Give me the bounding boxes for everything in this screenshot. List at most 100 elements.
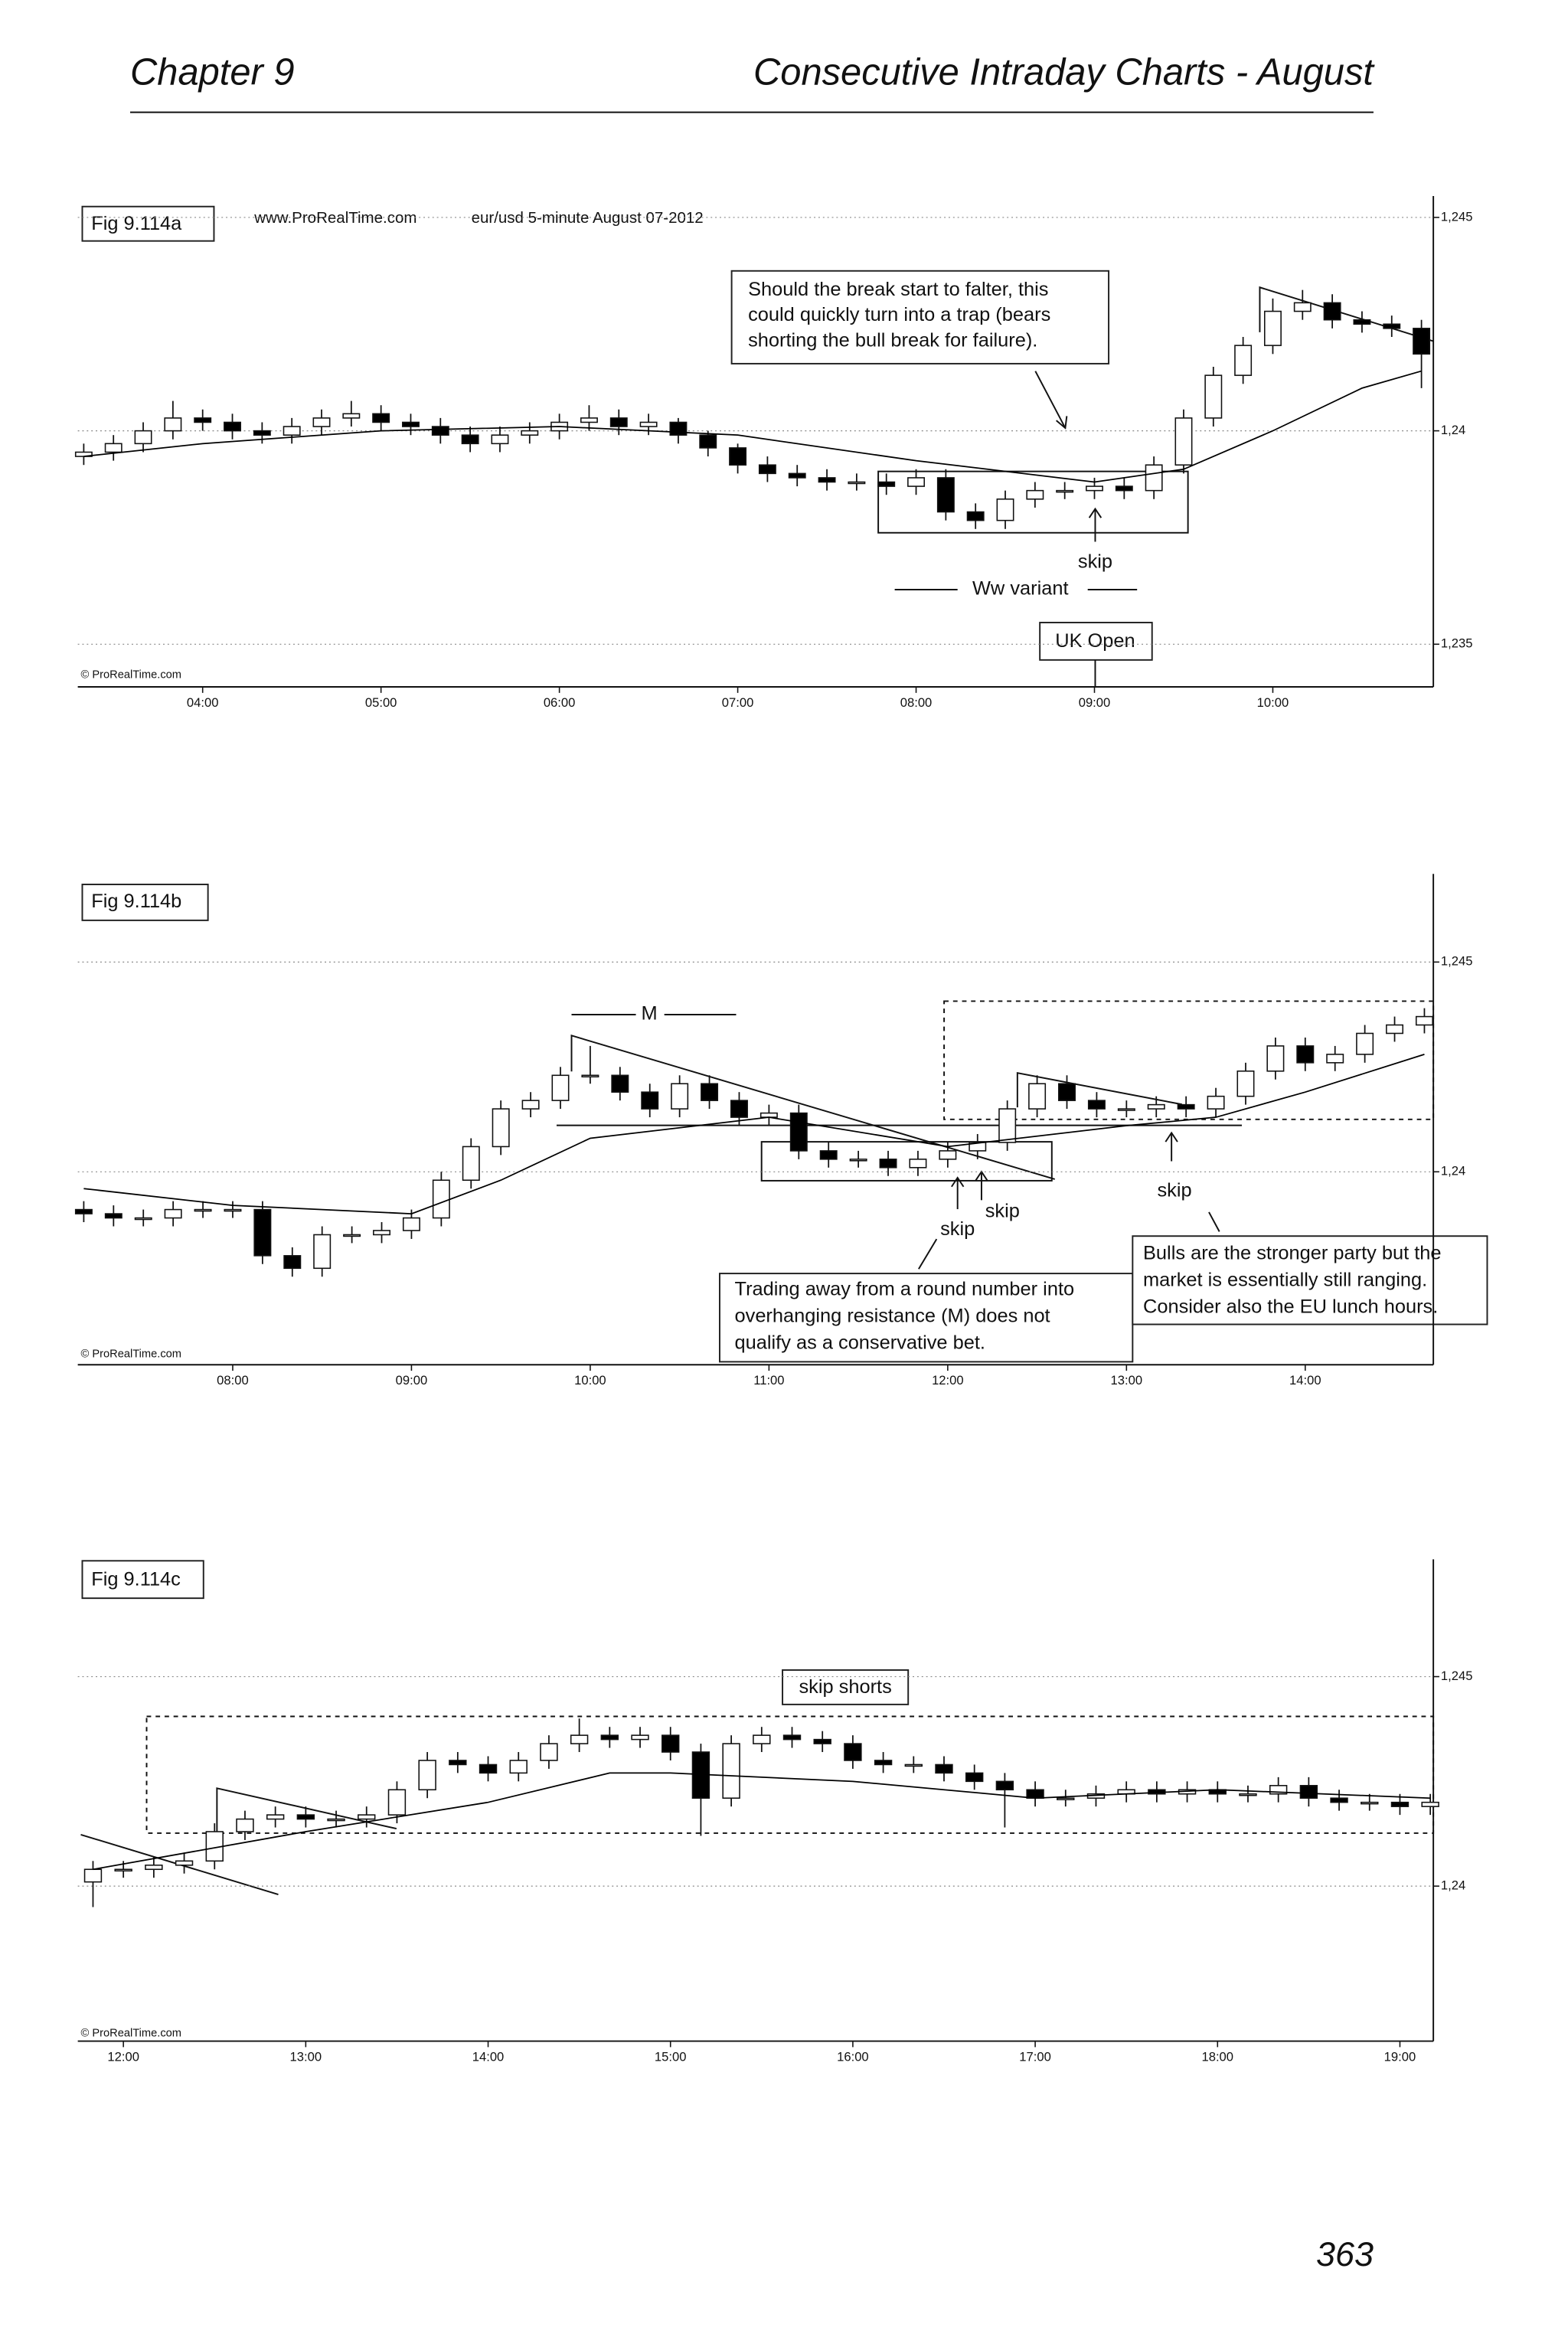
trend-line [1259, 286, 1434, 342]
candle-body [1413, 328, 1431, 355]
candle-body [491, 434, 509, 445]
y-tick-label: 1,245 [1441, 954, 1473, 969]
candle-body [671, 1083, 689, 1110]
session-box [1039, 622, 1153, 661]
candle-body [848, 481, 866, 485]
candle-body [813, 1738, 831, 1744]
chapter: Chapter 9 [130, 52, 295, 93]
candle-body [236, 1818, 254, 1832]
range-box [760, 1141, 1053, 1182]
candle-body [1386, 1024, 1404, 1035]
x-tick-label: 11:00 [753, 1373, 784, 1388]
candle-body [907, 477, 925, 487]
figure-label: Fig 9.114a [91, 213, 182, 234]
candle-body [432, 1179, 450, 1219]
page-number: 363 [1316, 2234, 1374, 2273]
candle-body [1263, 310, 1282, 346]
candle-body [342, 413, 361, 419]
x-tick-label: 17:00 [1019, 2049, 1051, 2064]
candle-body [1330, 1797, 1348, 1803]
candle-body [253, 430, 271, 436]
candle-body [600, 1734, 619, 1741]
candle-body [877, 481, 896, 487]
candle-body [1296, 1045, 1315, 1064]
candle-body [722, 1743, 740, 1799]
candle-body [1028, 1083, 1047, 1110]
candle-body [631, 1734, 649, 1741]
note-line: Should the break start to falter, this [748, 279, 1048, 300]
candle-body [114, 1868, 132, 1871]
candle-body [570, 1734, 589, 1744]
instrument: eur/usd 5-minute August 07-2012 [472, 209, 704, 227]
candle-body [1086, 485, 1103, 492]
candle-body [758, 464, 776, 475]
candle-body [1234, 345, 1253, 376]
candle-body [1239, 1793, 1257, 1796]
candle-body [492, 1108, 510, 1148]
candle-body [145, 1864, 163, 1871]
copyright: © ProRealTime.com [81, 2028, 181, 2040]
candle-body [998, 1108, 1017, 1143]
skip-label: skip [940, 1218, 975, 1240]
candle-body [509, 1760, 528, 1774]
candle-body [1147, 1103, 1165, 1110]
arrow [1208, 1211, 1220, 1232]
candle-body [372, 413, 390, 423]
candle-body [134, 430, 152, 445]
y-tick-label: 1,245 [1441, 209, 1473, 224]
y-tick-label: 1,235 [1441, 636, 1473, 651]
candle-body [874, 1760, 893, 1766]
candle-body [283, 1255, 302, 1270]
range-box [877, 470, 1189, 534]
candle-body [253, 1208, 272, 1257]
candle-body [164, 1208, 182, 1219]
candle-body [266, 1814, 285, 1820]
x-tick-label: 08:00 [217, 1373, 249, 1388]
candle-body [904, 1764, 923, 1767]
figure-label-box [81, 205, 215, 242]
candle-body [699, 434, 717, 449]
figure-label: Fig 9.114c [91, 1568, 181, 1590]
candle-body [175, 1860, 194, 1866]
page-title: Consecutive Intraday Charts - August [753, 52, 1375, 93]
x-tick-label: 16:00 [837, 2049, 869, 2064]
candle-body [1026, 489, 1044, 500]
candle-body [104, 443, 122, 453]
candle-body [461, 434, 479, 445]
skip-label: skip [985, 1201, 1020, 1222]
x-tick-label: 07:00 [722, 695, 754, 710]
arrow-head [1088, 507, 1102, 518]
candle-body [74, 1208, 93, 1214]
candle-body [1087, 1100, 1106, 1110]
note-line: Bulls are the stronger party but the [1143, 1242, 1442, 1263]
candle-body [296, 1814, 315, 1820]
candle-body [1026, 1789, 1044, 1799]
candle-body [1204, 374, 1223, 419]
skip-label: skip [1078, 551, 1112, 573]
candle-body [462, 1146, 480, 1182]
moving-average [83, 1054, 1425, 1214]
x-tick-label: 14:00 [1289, 1373, 1321, 1388]
session-label: UK Open [1055, 630, 1135, 652]
candle-body [1117, 1108, 1135, 1111]
x-tick-label: 08:00 [900, 695, 933, 710]
candle-body [969, 1142, 987, 1152]
figure-label-box [81, 884, 209, 921]
candle-body [1361, 1801, 1379, 1805]
candle-body [939, 1150, 957, 1160]
trend-line [1016, 1072, 1183, 1108]
candle-body [788, 472, 806, 479]
candle-body [611, 1074, 629, 1093]
candle-body [730, 1100, 748, 1118]
x-tick-label: 10:00 [574, 1373, 606, 1388]
candle-body [104, 1213, 122, 1219]
arrow-head [1165, 1131, 1178, 1142]
candle-body [818, 477, 836, 483]
candle-body [224, 1208, 242, 1212]
candle-body [1145, 464, 1163, 492]
candle-body [581, 1074, 599, 1078]
candle-body [995, 1780, 1014, 1791]
